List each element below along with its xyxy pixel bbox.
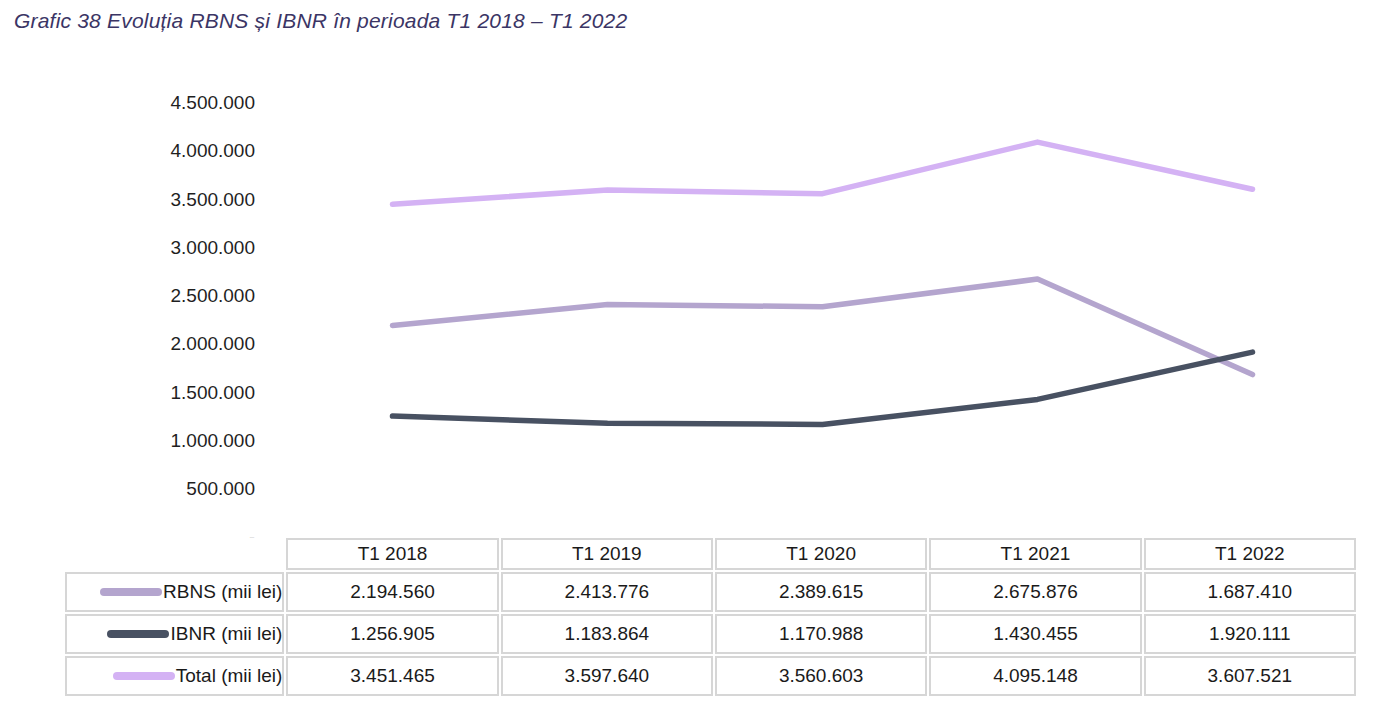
y-tick-label: 2.000.000 (60, 331, 255, 357)
legend-cell-rbns: RBNS (mii lei) (65, 572, 284, 612)
series-line-rbns (393, 279, 1253, 375)
table-row-ibnr: IBNR (mii lei) 1.256.905 1.183.864 1.170… (65, 614, 1356, 654)
y-tick-label: 3.000.000 (60, 235, 255, 261)
y-tick-label: 1.500.000 (60, 380, 255, 406)
ibnr-value: 1.183.864 (501, 614, 713, 654)
rbns-value: 1.687.410 (1144, 572, 1356, 612)
series-line-total (393, 142, 1253, 204)
ibnr-value: 1.170.988 (715, 614, 927, 654)
col-header-t1-2018: T1 2018 (286, 538, 498, 570)
rbns-value: 2.675.876 (929, 572, 1141, 612)
total-line-swatch (113, 672, 175, 680)
col-header-t1-2020: T1 2020 (715, 538, 927, 570)
table-row-total: Total (mii lei) 3.451.465 3.597.640 3.56… (65, 656, 1356, 696)
table-row-rbns: RBNS (mii lei) 2.194.560 2.413.776 2.389… (65, 572, 1356, 612)
data-table: T1 2018 T1 2019 T1 2020 T1 2021 T1 2022 … (63, 536, 1358, 698)
ibnr-value: 1.920.111 (1144, 614, 1356, 654)
y-tick-label: 4.000.000 (60, 138, 255, 164)
total-value: 3.451.465 (286, 656, 498, 696)
legend-label-total: Total (mii lei) (176, 665, 283, 687)
y-tick-label: 500.000 (60, 476, 255, 502)
col-header-t1-2019: T1 2019 (501, 538, 713, 570)
legend-label-ibnr: IBNR (mii lei) (170, 623, 282, 645)
total-value: 3.560.603 (715, 656, 927, 696)
chart-page: Grafic 38 Evoluția RBNS și IBNR în perio… (0, 0, 1390, 717)
legend-label-rbns: RBNS (mii lei) (163, 581, 282, 603)
legend-header-cell (65, 538, 284, 570)
total-value: 3.607.521 (1144, 656, 1356, 696)
y-tick-label: 4.500.000 (60, 90, 255, 116)
ibnr-value: 1.430.455 (929, 614, 1141, 654)
legend-cell-ibnr: IBNR (mii lei) (65, 614, 284, 654)
rbns-value: 2.194.560 (286, 572, 498, 612)
rbns-value: 2.389.615 (715, 572, 927, 612)
y-tick-label: 2.500.000 (60, 283, 255, 309)
series-line-ibnr (393, 352, 1253, 424)
rbns-line-swatch (100, 588, 162, 596)
total-value: 3.597.640 (501, 656, 713, 696)
table-header-row: T1 2018 T1 2019 T1 2020 T1 2021 T1 2022 (65, 538, 1356, 570)
total-value: 4.095.148 (929, 656, 1141, 696)
col-header-t1-2022: T1 2022 (1144, 538, 1356, 570)
ibnr-line-swatch (107, 630, 169, 638)
y-tick-label: 3.500.000 (60, 187, 255, 213)
rbns-value: 2.413.776 (501, 572, 713, 612)
y-tick-label: 1.000.000 (60, 428, 255, 454)
legend-cell-total: Total (mii lei) (65, 656, 284, 696)
ibnr-value: 1.256.905 (286, 614, 498, 654)
col-header-t1-2021: T1 2021 (929, 538, 1141, 570)
